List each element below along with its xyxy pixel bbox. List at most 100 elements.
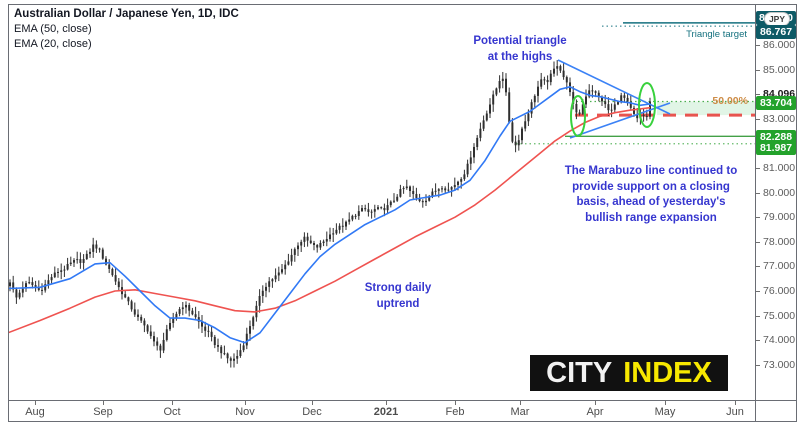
candle-body	[364, 208, 367, 210]
price-tick	[756, 315, 760, 317]
time-tick-label: Jun	[726, 406, 744, 418]
candle-body	[207, 330, 210, 332]
highlight-ellipse[interactable]	[570, 95, 586, 137]
time-tick-label: May	[654, 406, 676, 418]
candle-body	[348, 219, 351, 222]
candle-body	[434, 190, 437, 192]
candle-body	[354, 215, 357, 217]
ema-layer	[8, 86, 651, 344]
candle-body	[114, 275, 117, 282]
candle-body	[386, 205, 389, 211]
candle-body	[597, 92, 600, 97]
candle-body	[57, 271, 59, 273]
candle-body	[473, 146, 475, 158]
indicator-ema20[interactable]: EMA (20, close)	[14, 38, 92, 50]
triangle-upper-trendline[interactable]	[557, 59, 671, 115]
candle-body	[319, 243, 322, 248]
candle-body	[261, 290, 264, 296]
price-tick-label: 83.000	[763, 112, 796, 125]
candle-body	[633, 107, 635, 114]
candle-body	[469, 157, 472, 164]
time-axis-separator	[8, 400, 797, 401]
candle-body	[377, 207, 379, 210]
candle-body	[495, 88, 498, 95]
time-tick-label: Apr	[586, 406, 604, 418]
price-tick-label: 77.000	[763, 260, 796, 273]
time-tick-label: Oct	[163, 406, 181, 418]
ema50-line[interactable]	[8, 106, 651, 334]
candle-body	[31, 282, 34, 286]
price-axis-border	[755, 4, 797, 422]
highlight-ellipse[interactable]	[638, 82, 656, 128]
time-tick-label: Dec	[302, 406, 322, 418]
candle-body	[636, 113, 639, 119]
price-tick	[756, 364, 760, 366]
candle-body	[553, 68, 555, 74]
triangle-lower-trendline[interactable]	[569, 102, 671, 139]
candle-body	[562, 70, 565, 78]
price-tick	[756, 93, 760, 95]
candle-body	[501, 78, 504, 82]
candle-body	[309, 240, 312, 244]
candle-body	[185, 304, 187, 308]
candle-body	[565, 77, 568, 83]
candle-body	[12, 282, 15, 290]
candle-body	[124, 294, 127, 298]
candle-body	[268, 281, 271, 287]
candle-body	[53, 272, 56, 278]
price-tick-label: 85.000	[763, 63, 796, 76]
annotation-strong-uptrend: Strong daily uptrend	[364, 282, 432, 310]
currency-badge: JPY	[764, 12, 790, 26]
candle-body	[463, 174, 466, 180]
candle-body	[79, 259, 82, 263]
candle-body	[162, 339, 165, 351]
candle-body	[476, 137, 479, 147]
candle-body	[402, 188, 405, 190]
candle-body	[281, 269, 283, 273]
price-tick-label: 76.000	[763, 285, 796, 297]
price-tick	[756, 69, 760, 71]
price-tick-label: 73.000	[763, 358, 796, 371]
candle-body	[197, 317, 200, 322]
price-scale[interactable]: 8 0 JPY 86.000 85.000 83.000 81.000 80.000 79…	[756, 4, 797, 401]
candle-body	[537, 86, 539, 96]
candle-body	[236, 355, 239, 359]
candle-body	[425, 200, 427, 203]
candle-body	[556, 66, 559, 69]
candle-body	[105, 258, 107, 265]
indicator-ema50[interactable]: EMA (50, close)	[14, 23, 92, 35]
annotation-marabuzo: The Marabuzo line continued to provide s…	[564, 165, 738, 224]
candle-body	[549, 73, 552, 83]
ema20-line[interactable]	[8, 86, 651, 344]
time-tick-label: Feb	[445, 406, 465, 418]
candle-body	[217, 345, 219, 347]
candle-body	[623, 95, 626, 98]
candle-body	[405, 186, 408, 189]
candle-body	[201, 321, 203, 327]
candle-body	[143, 320, 146, 326]
candle-body	[338, 225, 341, 230]
candle-body	[649, 101, 651, 117]
candle-body	[588, 90, 591, 97]
candle-body	[645, 116, 648, 118]
candle-body	[271, 279, 274, 282]
price-level-label: 86.767	[756, 25, 796, 40]
logo-city-text: CITY	[546, 356, 613, 389]
price-level-label: 81.987	[756, 140, 796, 155]
symbol-title[interactable]: Australian Dollar / Japanese Yen, 1D, ID…	[14, 8, 239, 20]
price-tick	[756, 45, 760, 46]
time-tick-label: Sep	[93, 406, 113, 418]
candle-body	[498, 81, 501, 89]
candle-body	[293, 249, 296, 255]
candle-body	[137, 314, 139, 317]
candle-body	[489, 104, 491, 114]
price-tick	[756, 291, 760, 292]
candle-body	[626, 97, 629, 102]
candle-body	[188, 304, 191, 311]
candle-body	[492, 94, 495, 105]
candle-body	[63, 269, 66, 271]
time-scale[interactable]: Aug Sep Oct Nov Dec 2021 Feb Mar Apr May Jun	[0, 401, 801, 423]
candle-body	[92, 244, 95, 252]
